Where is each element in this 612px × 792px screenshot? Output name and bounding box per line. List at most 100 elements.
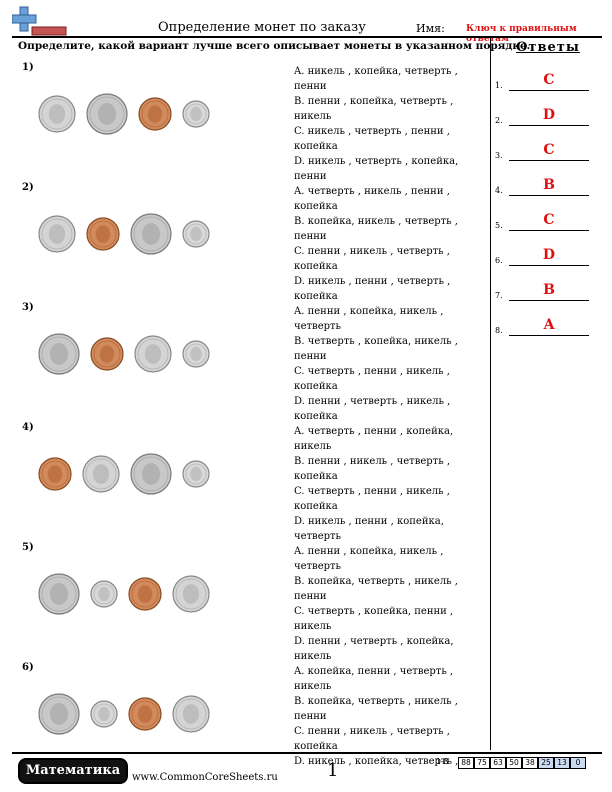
choice-line: B. копейка, четверть , никель , [294,696,458,707]
choice-line: пенни [294,81,327,92]
score-cell: 88 [458,757,474,769]
answer-line [509,265,589,266]
choice-line: D. никель , пенни , четверть , [294,276,451,287]
brand-badge: Математика [18,758,128,784]
penny-coin-icon [90,337,124,371]
quarter-coin-icon [38,573,80,615]
question-number: 6) [22,662,34,673]
choice-line: A. четверть , никель , пенни , [294,186,450,197]
choice-line: никель [294,441,332,452]
coin [38,457,72,495]
answer-row: 1. C [495,72,600,92]
answer-value: A [543,317,555,333]
choice-line: A. никель , копейка, четверть , [294,66,458,77]
question-number: 4) [22,422,34,433]
answer-choices: A. пенни , копейка, никель , четверть B. к… [294,544,474,664]
coin [90,580,118,612]
answer-line [509,160,589,161]
choice-line: копейка [294,291,338,302]
coin [138,97,172,135]
penny-coin-icon [128,697,162,731]
quarter-coin-icon [86,93,128,135]
choice-line: A. копейка, пенни , четверть , [294,666,454,677]
nickel-coin-icon [38,95,76,133]
choice-line: никель [294,651,332,662]
sidebar-divider [490,36,491,750]
answer-line [509,195,589,196]
answer-row: 2. D [495,107,600,127]
answer-key-label: Ключ к правильным ответам [466,24,577,44]
answer-value: C [543,142,555,158]
penny-coin-icon [86,217,120,251]
coin-row [38,92,228,140]
score-range-label: 1-8 [436,757,449,766]
choice-line: копейка [294,741,338,752]
worksheet-header: Определение монет по заказу Имя: Ключ к … [0,0,612,44]
header-divider [12,36,602,38]
choice-line: D. никель , четверть , копейка, [294,156,459,167]
coin-row [38,332,228,380]
choice-line: пенни [294,711,327,722]
dime-coin-icon [182,460,210,488]
choice-line: пенни [294,591,327,602]
score-cell: 38 [522,757,538,769]
dime-coin-icon [90,700,118,728]
answer-number: 3. [495,151,503,160]
coin [128,697,162,735]
dime-coin-icon [182,100,210,128]
choice-line: B. пенни , никель , четверть , [294,456,450,467]
answer-value: D [542,247,556,263]
coin [130,453,172,499]
dime-coin-icon [90,580,118,608]
nickel-coin-icon [38,215,76,253]
answer-value: D [542,107,556,123]
coin [38,215,76,257]
score-cell: 63 [490,757,506,769]
choice-line: четверть [294,531,341,542]
choice-line: никель [294,621,332,632]
choice-line: никель [294,111,332,122]
answers-title: Ответы [516,40,580,55]
answer-row: 8. A [495,317,600,337]
site-url: www.CommonCoreSheets.ru [132,772,278,783]
name-label: Имя: [416,22,445,35]
nickel-coin-icon [82,455,120,493]
score-cell: 75 [474,757,490,769]
answer-row: 7. B [495,282,600,302]
choice-line: пенни [294,171,327,182]
nickel-coin-icon [172,575,210,613]
choice-line: B. копейка, никель , четверть , [294,216,458,227]
brand-label: Математика [25,763,121,778]
coin [172,575,210,617]
answer-line [509,230,589,231]
question-number: 2) [22,182,34,193]
quarter-coin-icon [38,693,80,735]
choice-line: C. четверть , пенни , никель , [294,486,450,497]
answer-number: 1. [495,81,503,90]
answer-line [509,300,589,301]
choice-line: четверть [294,561,341,572]
choice-line: никель [294,681,332,692]
choice-line: копейка [294,141,338,152]
choice-line: копейка [294,261,338,272]
coin [130,213,172,259]
coin [182,340,210,372]
coin [182,100,210,132]
choice-line: B. пенни , копейка, четверть , [294,96,454,107]
choice-line: C. пенни , никель , четверть , [294,246,450,257]
choice-line: копейка [294,471,338,482]
dime-coin-icon [182,220,210,248]
penny-coin-icon [38,457,72,491]
instructions: Определите, какой вариант лучше всего оп… [18,40,531,52]
answer-choices: A. четверть , пенни , копейка, никель B. п… [294,424,474,544]
choice-line: четверть [294,321,341,332]
footer-divider [12,752,602,754]
answer-row: 4. B [495,177,600,197]
coin-row [38,212,228,260]
answer-value: C [543,212,555,228]
coin [134,335,172,377]
coin [38,693,80,739]
coin-row [38,572,228,620]
answer-number: 8. [495,326,503,335]
coin [82,455,120,497]
